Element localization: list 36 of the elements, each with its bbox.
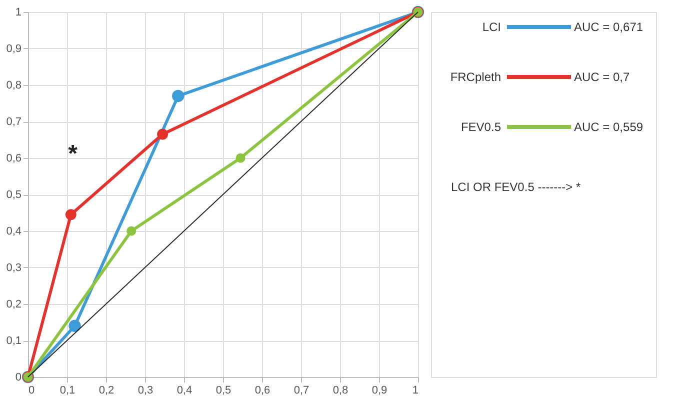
point <box>65 209 76 220</box>
y-tick-label: 0,4 <box>6 226 22 238</box>
y-tick-label: 0,3 <box>6 262 22 274</box>
point <box>236 153 246 163</box>
y-tick-label: 1 <box>15 6 22 18</box>
point <box>126 226 136 236</box>
y-tick-label: 0,6 <box>6 152 22 164</box>
annotation: * <box>68 140 78 168</box>
y-tick-label: 0,9 <box>6 43 22 55</box>
x-tick-label: 0,7 <box>294 384 310 396</box>
y-tick-label: 0,7 <box>6 116 22 128</box>
text: LCI OR FEV0.5 -------> * <box>451 180 582 194</box>
x-tick-label: 0 <box>28 384 35 396</box>
text: LCI <box>482 20 501 34</box>
point <box>68 320 81 332</box>
x-tick-label: 0,8 <box>332 384 348 396</box>
point <box>157 128 168 140</box>
x-tick-label: 0,1 <box>60 384 76 396</box>
x-tick-label: 0,4 <box>176 384 192 396</box>
point <box>172 90 184 102</box>
text: FEV0.5 <box>460 120 502 134</box>
y-tick-label: 0 <box>15 372 22 384</box>
text: AUC = 0,7 <box>574 70 630 84</box>
x-tick-label: 0,6 <box>254 384 270 396</box>
y-tick-label: 0,1 <box>6 335 22 347</box>
x-tick-label: 0,3 <box>138 384 154 396</box>
text: AUC = 0,559 <box>574 120 644 134</box>
x-tick-label: 0,2 <box>98 384 114 396</box>
x-tick-label: 0,9 <box>372 384 388 396</box>
x-tick-label: 1 <box>412 384 418 396</box>
y-tick-label: 0,2 <box>6 298 22 310</box>
text: AUC = 0,671 <box>574 20 644 34</box>
y-tick-label: 0,5 <box>6 189 22 201</box>
text: FRCpleth <box>450 70 501 84</box>
y-tick-label: 0,8 <box>6 80 22 92</box>
x-tick-label: 0,5 <box>216 384 232 396</box>
